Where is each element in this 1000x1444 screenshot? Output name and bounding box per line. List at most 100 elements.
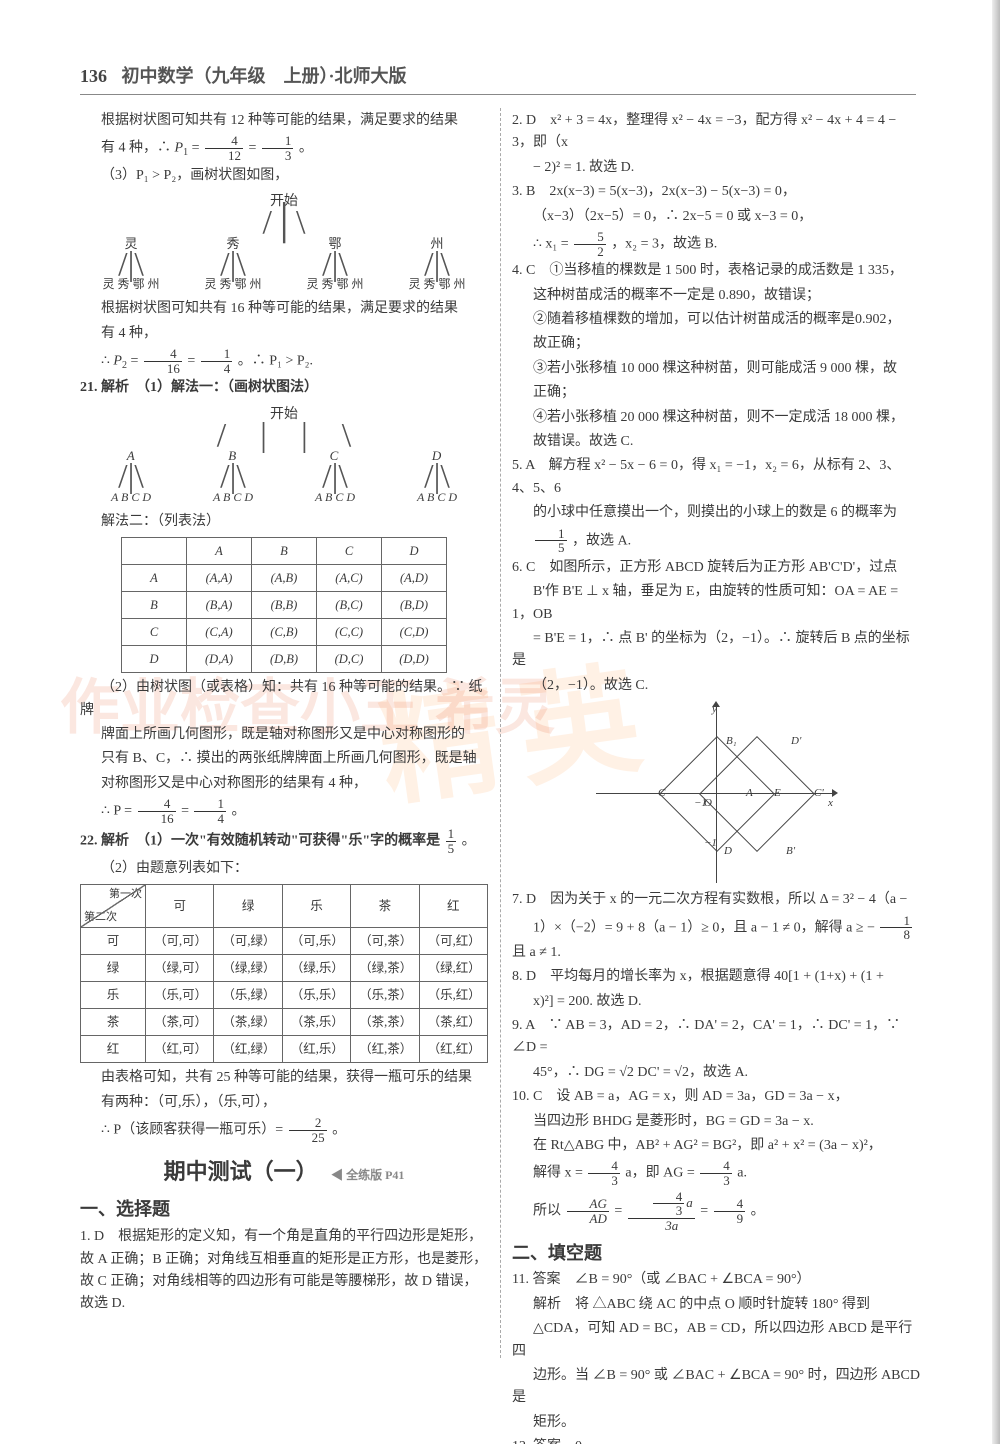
num: 4: [144, 347, 182, 362]
right-column: 2. D x² + 3 = 4x，整理得 x² − 4x = −3，配方得 x²…: [512, 108, 920, 1444]
header-rule: [80, 94, 916, 95]
num: 4: [653, 1190, 685, 1205]
cell: （红,绿）: [214, 1036, 282, 1063]
cell: B: [122, 592, 187, 619]
cell: (D,A): [187, 646, 252, 673]
t: a，即 AG =: [625, 1166, 698, 1181]
fraction: 13: [262, 134, 294, 162]
cell: (A,A): [187, 565, 252, 592]
tree-leaves: 灵 秀 鄂 州 灵 秀 鄂 州 灵 秀 鄂 州 灵 秀 鄂 州: [80, 275, 488, 294]
table-row: A(A,A)(A,B)(A,C)(A,D): [122, 565, 447, 592]
num: 4: [138, 797, 176, 812]
leaf: A B C D: [111, 488, 151, 507]
cell: C: [122, 619, 187, 646]
text-line: （3）P₁ > P₂，画树状图如图，: [80, 165, 488, 187]
cell: （乐,绿）: [214, 982, 282, 1009]
num: 1: [201, 347, 233, 362]
q1: 1. D 根据矩形的定义知，有一个角是直角的平行四边形是矩形，故 A 正确；B …: [80, 1226, 488, 1316]
table-row: 可（可,可）（可,绿）（可,乐）（可,茶）（可,红）: [81, 928, 488, 955]
q11a: 11. 答案 ∠B = 90°（或 ∠BAC + ∠BCA = 90°）: [512, 1269, 920, 1291]
num: AG: [567, 1197, 609, 1212]
q3b: （x−3）（2x−5）= 0，∴ 2x−5 = 0 或 x−3 = 0，: [512, 206, 920, 228]
fraction: 14: [194, 797, 226, 825]
text-line: （2）由题意列表如下：: [80, 858, 488, 880]
t: =: [187, 353, 198, 368]
text-line: 对称图形又是中心对称图形的结果有 4 种，: [80, 773, 488, 795]
cell: [122, 538, 187, 565]
text-line: 有 4 种，∴ P1 = 412 = 13 。: [80, 134, 488, 162]
cell: （绿,乐）: [282, 955, 350, 982]
cell: (A,B): [252, 565, 317, 592]
num: 43a: [628, 1190, 695, 1219]
sub: 1: [183, 148, 188, 159]
fraction: 18: [880, 914, 912, 942]
diagonal-header: 第一次第二次: [81, 885, 146, 928]
num: 2: [289, 1116, 327, 1131]
den: 16: [144, 362, 182, 376]
q4h: 故错误。故选 C.: [512, 431, 920, 453]
t: a.: [737, 1166, 747, 1181]
page-number: 136: [80, 66, 107, 86]
q4f: 正确；: [512, 382, 920, 404]
q5b: 的小球中任意摸出一个，则摸出的小球上的数是 6 的概率为: [512, 502, 920, 524]
left-column: 根据树状图可知共有 12 种等可能的结果，满足要求的结果 有 4 种，∴ P1 …: [80, 108, 488, 1318]
q3c: ∴ x₁ = 52 ，x₂ = 3，故选 B.: [512, 230, 920, 258]
q7b: 1）×（−2）= 9 + 8（a − 1）≥ 0，且 a − 1 ≠ 0，解得 …: [512, 914, 920, 965]
cell: （可,红）: [419, 928, 487, 955]
fraction: 43: [588, 1159, 620, 1187]
t: ，x₂ = 3，故选 B.: [611, 236, 717, 251]
cell: （可,可）: [146, 928, 214, 955]
cell: （乐,乐）: [282, 982, 350, 1009]
cell: （红,乐）: [282, 1036, 350, 1063]
header-title: 初中数学（九年级 上册）·北师大版: [122, 66, 407, 86]
cell: （红,茶）: [351, 1036, 419, 1063]
lbl-x: x: [828, 795, 833, 813]
leaf: 灵 秀 鄂 州: [204, 275, 261, 294]
cell: 可: [146, 885, 214, 928]
cell: （绿,茶）: [351, 955, 419, 982]
var-p: P: [113, 353, 122, 368]
section-1-head: 一、选择题: [80, 1195, 488, 1224]
section-2-head: 二、填空题: [512, 1239, 920, 1268]
cell: （可,绿）: [214, 928, 282, 955]
q2a: 2. D x² + 3 = 4x，整理得 x² − 4x = −3，配方得 x²…: [512, 110, 920, 155]
cell: D: [122, 646, 187, 673]
fraction: 225: [289, 1116, 327, 1144]
q21-head: 21. 解析 （1）解法一：（画树状图法）: [80, 377, 488, 399]
num: 5: [574, 230, 606, 245]
cell: A: [122, 565, 187, 592]
lbl-e: E: [774, 785, 781, 803]
leaf: A B C D: [315, 488, 355, 507]
cell: （绿,红）: [419, 955, 487, 982]
leaf: 灵 秀 鄂 州: [306, 275, 363, 294]
q10b: 当四边形 BHDG 是菱形时，BG = GD = 3a − x.: [512, 1111, 920, 1133]
table-row: B(B,A)(B,B)(B,C)(B,D): [122, 592, 447, 619]
q2b: − 2)² = 1. 故选 D.: [512, 157, 920, 179]
lbl-y: y: [712, 701, 717, 719]
q11c: △CDA，可知 AD = BC，AB = CD，所以四边形 ABCD 是平行四: [512, 1318, 920, 1363]
cell: 红: [81, 1036, 146, 1063]
cell: （茶,可）: [146, 1009, 214, 1036]
t: =: [192, 141, 203, 156]
t: 第二次: [84, 909, 117, 927]
t: ∴ P =: [101, 804, 136, 819]
fraction: 416: [144, 347, 182, 375]
lbl-c: C: [658, 785, 665, 803]
lbl-d1: D': [791, 733, 801, 751]
t: =: [248, 141, 259, 156]
lbl-c1: C': [814, 785, 824, 803]
cell: (A,D): [382, 565, 447, 592]
table-row: C(C,A)(C,B)(C,C)(C,D): [122, 619, 447, 646]
var-p: P: [175, 141, 184, 156]
den: 4: [194, 812, 226, 826]
cell: 绿: [214, 885, 282, 928]
den: 16: [138, 812, 176, 826]
fraction: 15: [535, 527, 567, 555]
page-ref: ◀ 全练版 P41: [331, 1168, 404, 1182]
t: =: [614, 1203, 625, 1218]
q5a: 5. A 解方程 x² − 5x − 6 = 0，得 x₁ = −1，x₂ = …: [512, 455, 920, 500]
q22-head: 22. 解析 （1）一次"有效随机转动"可获得"乐"字的概率是 15 。: [80, 827, 488, 855]
cell: 绿: [81, 955, 146, 982]
text-line: 有两种：（可,乐），（乐,可），: [80, 1092, 488, 1114]
table-row: 绿（绿,可）（绿,绿）（绿,乐）（绿,茶）（绿,红）: [81, 955, 488, 982]
